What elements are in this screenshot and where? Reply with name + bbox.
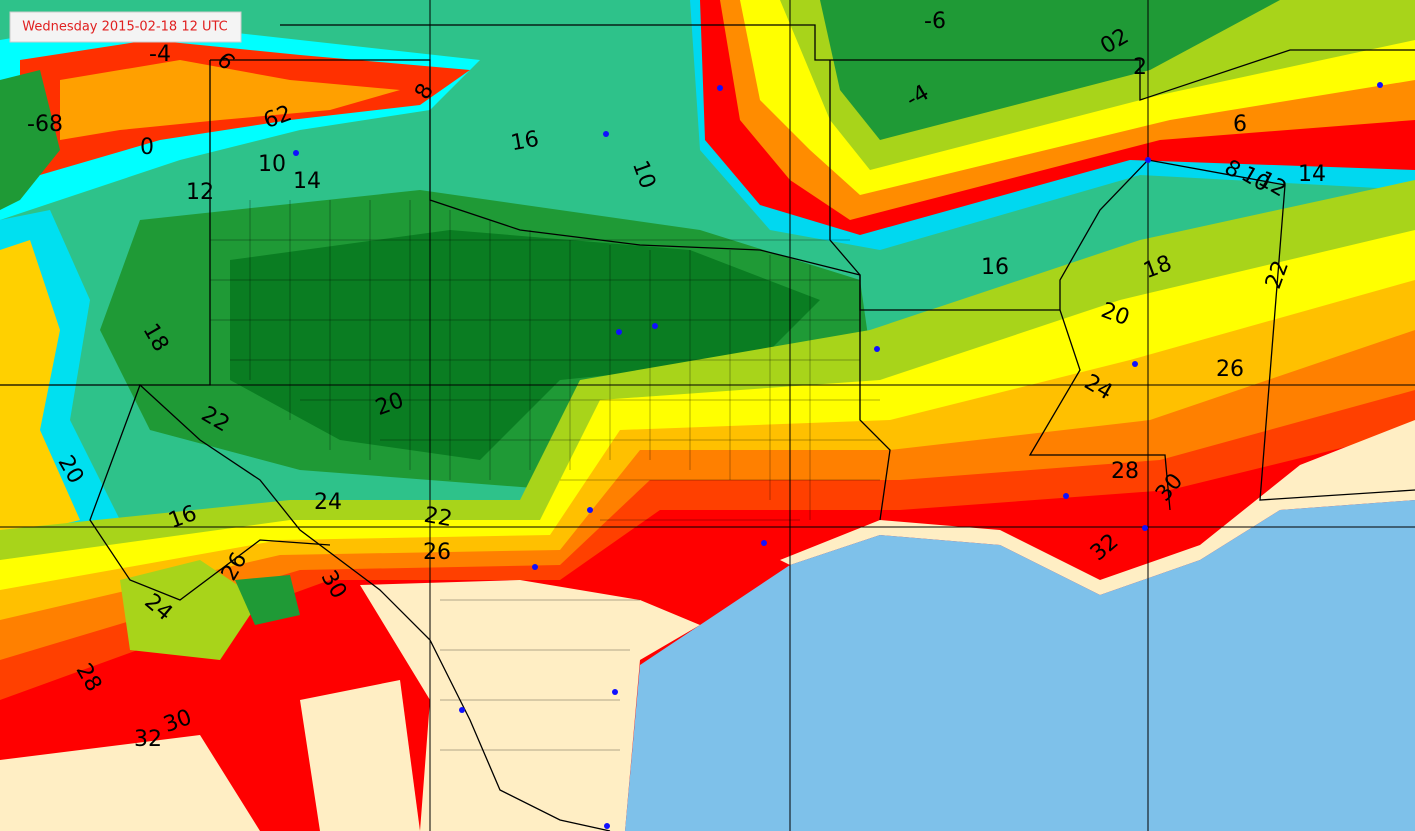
timestamp: Wednesday 2015-02-18 12 UTC (22, 20, 228, 35)
contour-label: 26 (423, 540, 451, 565)
contour-label: 16 (981, 255, 1009, 280)
yellow-band (0, 240, 80, 540)
land-mexico (300, 680, 420, 831)
state-border (210, 59, 891, 521)
land-mexico (0, 735, 260, 831)
land-coast (780, 420, 1415, 595)
yellowgreen-patch (120, 560, 260, 660)
timestamp-box (9, 11, 242, 43)
orange-band (60, 60, 400, 140)
green-patch (235, 575, 300, 625)
contour-label: 16 (509, 127, 541, 156)
green-patch (0, 70, 60, 210)
contour-label: 2 (1133, 55, 1147, 80)
contour-label: -4 (149, 42, 171, 67)
contour-label: 12 (186, 180, 214, 205)
contour-label: 0 (140, 135, 154, 160)
green-band (820, 0, 1280, 140)
land-south-texas (360, 580, 700, 831)
state-border (280, 24, 1415, 101)
contour-label: 28 (1111, 459, 1139, 484)
contour-label: -6 (924, 9, 946, 34)
city-dots (293, 82, 1383, 829)
state-border (1059, 159, 1149, 310)
contour-label: 14 (293, 169, 321, 194)
state-border (1147, 159, 1415, 501)
contour-label: 26 (1216, 357, 1244, 382)
state-border (138, 60, 611, 831)
contour-label: 10 (258, 152, 286, 177)
contour-label: 6 (1233, 112, 1247, 137)
county-lines (210, 200, 880, 751)
contour-label: 32 (134, 727, 162, 752)
dark-green-region (230, 230, 820, 460)
contour-label: -68 (27, 112, 63, 137)
state-border (0, 384, 331, 601)
contour-label: 22 (422, 503, 454, 532)
gulf-of-mexico (625, 500, 1415, 831)
contour-label: 14 (1298, 162, 1326, 187)
contour-label: 24 (314, 490, 342, 515)
